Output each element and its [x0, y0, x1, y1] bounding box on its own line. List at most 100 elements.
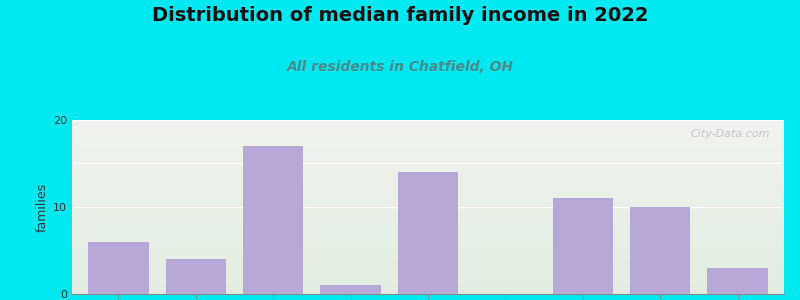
- Bar: [72, 280, 784, 281]
- Bar: [72, 126, 784, 127]
- Bar: [72, 217, 784, 218]
- Bar: [72, 204, 784, 205]
- Bar: [72, 256, 784, 257]
- Bar: [72, 149, 784, 150]
- Bar: [72, 160, 784, 161]
- Bar: [72, 279, 784, 280]
- Bar: [72, 219, 784, 220]
- Bar: [72, 231, 784, 232]
- Bar: [72, 136, 784, 137]
- Bar: [630, 207, 690, 294]
- Bar: [72, 155, 784, 156]
- Bar: [72, 188, 784, 189]
- Bar: [72, 121, 784, 122]
- Bar: [72, 267, 784, 268]
- Bar: [72, 277, 784, 278]
- Bar: [72, 199, 784, 200]
- Bar: [72, 158, 784, 159]
- Bar: [72, 292, 784, 293]
- Bar: [72, 177, 784, 178]
- Bar: [72, 242, 784, 243]
- Bar: [72, 185, 784, 186]
- Bar: [72, 291, 784, 292]
- Bar: [72, 289, 784, 290]
- Bar: [72, 252, 784, 253]
- Bar: [72, 249, 784, 250]
- Bar: [72, 245, 784, 246]
- Bar: [72, 212, 784, 213]
- Bar: [72, 223, 784, 224]
- Bar: [72, 228, 784, 229]
- Bar: [72, 218, 784, 219]
- Bar: [72, 278, 784, 279]
- Bar: [72, 122, 784, 123]
- Bar: [72, 195, 784, 196]
- Bar: [72, 211, 784, 212]
- Bar: [72, 271, 784, 272]
- Bar: [72, 200, 784, 201]
- Bar: [72, 133, 784, 134]
- Bar: [72, 290, 784, 291]
- Bar: [72, 285, 784, 286]
- Text: All residents in Chatfield, OH: All residents in Chatfield, OH: [286, 60, 514, 74]
- Bar: [72, 244, 784, 245]
- Bar: [72, 197, 784, 198]
- Bar: [72, 125, 784, 126]
- Bar: [72, 246, 784, 247]
- Bar: [72, 262, 784, 263]
- Bar: [72, 130, 784, 131]
- Bar: [72, 229, 784, 230]
- Bar: [72, 234, 784, 235]
- Bar: [72, 151, 784, 152]
- Bar: [72, 213, 784, 214]
- Bar: [72, 186, 784, 187]
- Bar: [72, 282, 784, 283]
- Bar: [72, 154, 784, 155]
- Bar: [321, 285, 381, 294]
- Bar: [72, 144, 784, 145]
- Bar: [72, 261, 784, 262]
- Bar: [72, 235, 784, 236]
- Bar: [72, 182, 784, 183]
- Bar: [72, 137, 784, 138]
- Bar: [72, 148, 784, 149]
- Bar: [72, 258, 784, 259]
- Bar: [166, 259, 226, 294]
- Bar: [72, 207, 784, 208]
- Bar: [72, 210, 784, 211]
- Bar: [72, 275, 784, 276]
- Bar: [72, 163, 784, 164]
- Bar: [72, 184, 784, 185]
- Bar: [72, 255, 784, 256]
- Bar: [72, 233, 784, 234]
- Bar: [72, 225, 784, 226]
- Bar: [72, 215, 784, 216]
- Bar: [72, 276, 784, 277]
- Bar: [72, 268, 784, 269]
- Bar: [72, 171, 784, 172]
- Bar: [72, 250, 784, 251]
- Bar: [72, 129, 784, 130]
- Bar: [72, 253, 784, 254]
- Bar: [72, 124, 784, 125]
- Bar: [72, 203, 784, 204]
- Text: City-Data.com: City-Data.com: [690, 129, 770, 139]
- Bar: [72, 264, 784, 265]
- Bar: [72, 176, 784, 177]
- Bar: [72, 269, 784, 270]
- Bar: [72, 142, 784, 143]
- Bar: [72, 265, 784, 266]
- Bar: [72, 288, 784, 289]
- Y-axis label: families: families: [36, 182, 49, 232]
- Bar: [72, 227, 784, 228]
- Bar: [72, 237, 784, 238]
- Bar: [72, 190, 784, 191]
- Bar: [72, 166, 784, 167]
- Bar: [72, 181, 784, 182]
- Bar: [72, 189, 784, 190]
- Bar: [72, 216, 784, 217]
- Bar: [72, 169, 784, 170]
- Bar: [72, 178, 784, 179]
- Bar: [72, 156, 784, 157]
- Bar: [72, 174, 784, 175]
